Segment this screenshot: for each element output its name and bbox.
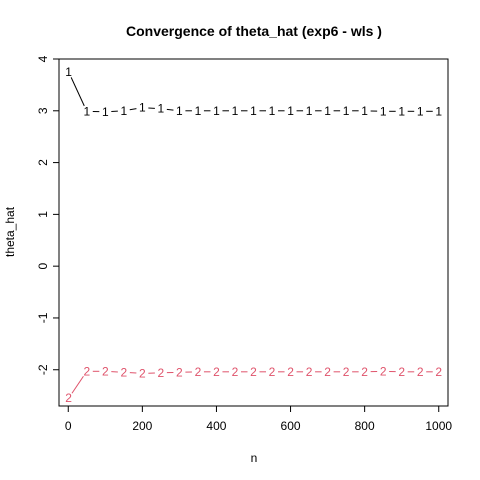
plot-frame: [58, 58, 449, 407]
x-tick-label: 800: [355, 419, 375, 433]
data-point: 2: [120, 365, 127, 379]
data-point: 1: [435, 104, 442, 118]
data-point: 2: [324, 365, 331, 379]
data-point: 2: [343, 365, 350, 379]
data-point: 1: [380, 104, 387, 118]
series-1: 11 1 1 1 1 1 1 1 1 1 1 1 1 1 1 1 1 1 1 1: [65, 65, 442, 119]
y-tick-label: -1: [36, 312, 50, 323]
data-point: 2: [65, 391, 72, 405]
data-point: 2: [398, 365, 405, 379]
data-point: 1: [65, 65, 72, 79]
data-point: 2: [380, 364, 387, 378]
y-tick-label: 1: [36, 211, 50, 218]
data-point: 1: [361, 104, 368, 118]
data-point: 2: [361, 365, 368, 379]
series-2: 22 2 2 2 2 2 2 2 2 2 2 2 2 2 2 2 2 2 2 2: [65, 364, 442, 405]
data-point: 2: [139, 366, 146, 380]
series-segment: [71, 375, 84, 394]
data-point: 2: [102, 364, 109, 378]
data-point: 1: [120, 104, 127, 118]
data-point: 1: [287, 104, 294, 118]
series-segment: [129, 108, 137, 111]
y-tick-label: 0: [36, 263, 50, 270]
data-point: 1: [324, 104, 331, 118]
y-tick-label: 2: [36, 159, 50, 166]
data-point: 2: [158, 366, 165, 380]
data-point: 2: [306, 365, 313, 379]
data-point: 2: [417, 365, 424, 379]
series-segment: [70, 77, 85, 107]
data-point: 2: [250, 365, 257, 379]
data-point: 2: [232, 365, 239, 379]
series-segment: [166, 108, 174, 111]
data-point: 1: [232, 104, 239, 118]
data-point: 1: [102, 105, 109, 119]
x-tick-label: 200: [132, 419, 152, 433]
data-point: 2: [269, 365, 276, 379]
x-tick-label: 1000: [425, 419, 452, 433]
data-point: 1: [195, 104, 202, 118]
data-point: 1: [83, 104, 90, 118]
data-point: 2: [213, 365, 220, 379]
data-point: 1: [250, 104, 257, 118]
x-tick-label: 600: [281, 419, 301, 433]
data-point: 2: [435, 365, 442, 379]
data-point: 2: [195, 365, 202, 379]
data-point: 1: [139, 101, 146, 115]
data-point: 2: [176, 365, 183, 379]
data-point: 2: [83, 364, 90, 378]
series-group: 11 1 1 1 1 1 1 1 1 1 1 1 1 1 1 1 1 1 1 122 2 2 2 2 2 2 2 2 2 2 2 2 2 2 2 2 2…: [65, 65, 442, 405]
data-point: 2: [287, 365, 294, 379]
x-tick-label: 0: [65, 419, 72, 433]
data-point: 1: [417, 104, 424, 118]
y-tick-label: 4: [36, 55, 50, 62]
data-point: 1: [398, 104, 405, 118]
data-point: 1: [176, 104, 183, 118]
x-tick-label: 400: [206, 419, 226, 433]
y-tick-label: -2: [36, 364, 50, 375]
chart-title: Convergence of theta_hat (exp6 - wls ): [126, 23, 382, 39]
data-point: 1: [306, 104, 313, 118]
data-point: 1: [269, 104, 276, 118]
data-point: 1: [213, 104, 220, 118]
data-point: 1: [343, 104, 350, 118]
x-axis-label: n: [251, 451, 258, 465]
data-point: 1: [158, 102, 165, 116]
y-tick-label: 3: [36, 107, 50, 114]
y-axis-label: theta_hat: [3, 206, 17, 257]
